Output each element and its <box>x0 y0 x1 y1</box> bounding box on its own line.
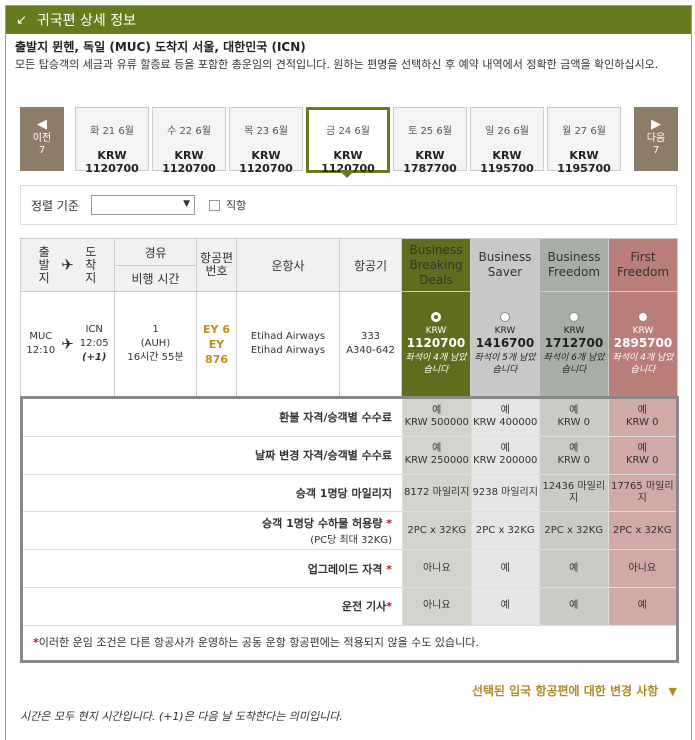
fare-option-freedom[interactable]: KRW 1712700 좌석이 6개 남았습니다 <box>539 291 609 397</box>
fare-radio[interactable] <box>500 312 510 322</box>
triangle-down-icon: ▼ <box>668 685 677 698</box>
col-dep-arr: 출발지 ✈ 도착지 <box>20 238 115 292</box>
flight-number-cell[interactable]: EY 6 EY 876 <box>196 291 237 397</box>
next-dates-button[interactable]: ▶ 다음 7 <box>634 107 678 171</box>
direct-checkbox[interactable] <box>208 199 220 211</box>
date-option[interactable]: 월 27 6월 KRW 1195700 <box>547 107 621 175</box>
col-aircraft: 항공기 <box>339 238 402 292</box>
col-flight-no: 항공편 번호 <box>196 238 237 292</box>
col-first-freedom: First Freedom <box>608 238 678 292</box>
prev-dates-button[interactable]: ◀ 이전 7 <box>20 107 64 171</box>
col-via-time: 경유 비행 시간 <box>114 238 197 292</box>
fare-option-saver[interactable]: KRW 1416700 좌석이 5개 남았습니다 <box>470 291 540 397</box>
via-cell: 1 (AUH) 16시간 55분 <box>114 291 197 397</box>
sort-select[interactable]: ▼ <box>90 195 195 215</box>
panel-header[interactable]: ↙ 귀국편 상세 정보 <box>6 6 691 34</box>
condition-upgrade: 업그레이드 자격 * 아니요 예 예 아니요 <box>23 550 676 588</box>
return-flight-panel: ↙ 귀국편 상세 정보 <box>5 5 692 740</box>
flight-number-link[interactable]: EY 876 <box>205 337 228 366</box>
flight-table: 출발지 ✈ 도착지 경유 비행 시간 항공편 번호 운항사 항공기 Busine… <box>20 238 678 397</box>
chevron-down-icon: ▼ <box>183 199 190 209</box>
sort-label: 정렬 기준 <box>31 198 79 213</box>
aircraft-cell: 333 A340-642 <box>339 291 402 397</box>
flight-number-link[interactable]: EY 6 <box>203 322 230 336</box>
condition-chauffeur: 운전 기사* 아니요 예 예 예 <box>23 587 676 626</box>
panel-title: 귀국편 상세 정보 <box>36 13 136 29</box>
col-business-saver: Business Saver <box>470 238 540 292</box>
date-option-selected[interactable]: 금 24 6월 KRW 1120700 <box>306 107 390 175</box>
dep-arr-cell: MUC 12:10 ✈ ICN 12:05 (+1) <box>20 291 115 397</box>
condition-baggage: 승객 1명당 수하물 허용량 * (PC당 최대 32KG) 2PC x 32K… <box>23 512 676 551</box>
condition-miles: 승객 1명당 마일리지 8172 마일리지 9238 마일리지 12436 마일… <box>23 474 676 513</box>
col-business-breaking-deals: Business Breaking Deals <box>401 238 471 292</box>
conditions-footnote: *이러한 운임 조건은 다른 항공사가 운영하는 공동 운항 항공편에는 적용되… <box>33 635 479 649</box>
right-triangle-icon: ▶ <box>651 117 661 132</box>
changes-link[interactable]: 선택된 입국 항공편에 대한 변경 사항 ▼ <box>471 684 677 698</box>
collapse-arrow-icon[interactable]: ↙ <box>16 12 27 28</box>
plane-icon: ✈ <box>61 335 74 353</box>
plane-icon: ✈ <box>61 255 74 274</box>
col-business-freedom: Business Freedom <box>539 238 609 292</box>
date-option[interactable]: 목 23 6월 KRW 1120700 <box>229 107 303 175</box>
selected-date-pointer <box>339 170 355 178</box>
fare-option-breaking-deals[interactable]: KRW 1120700 좌석이 4개 남았습니다 <box>401 291 471 397</box>
fare-radio[interactable] <box>569 312 579 322</box>
date-option[interactable]: 일 26 6월 KRW 1195700 <box>470 107 544 175</box>
fare-option-first-freedom[interactable]: KRW 2895700 좌석이 4개 남았습니다 <box>608 291 678 397</box>
fare-radio[interactable] <box>638 312 648 322</box>
fare-note: 모든 탑승객의 세금과 유류 할증료 등을 포함한 총운임의 견적입니다. 원하… <box>15 58 659 71</box>
date-option[interactable]: 토 25 6월 KRW 1787700 <box>393 107 467 175</box>
direct-label: 직항 <box>225 199 247 212</box>
date-option[interactable]: 화 21 6월 KRW 1120700 <box>75 107 149 175</box>
col-carrier: 운항사 <box>236 238 340 292</box>
flight-row: MUC 12:10 ✈ ICN 12:05 (+1) 1 (AUH) 16시간 55분… <box>20 291 678 397</box>
left-triangle-icon: ◀ <box>37 117 47 132</box>
fare-radio[interactable] <box>431 312 441 322</box>
condition-date-change: 날짜 변경 자격/승객별 수수료 예 KRW 250000 예 KRW 200000… <box>23 436 676 475</box>
route-title: 출발지 뮌헨, 독일 (MUC) 도착지 서울, 대한민국 (ICN) <box>15 40 306 54</box>
date-option[interactable]: 수 22 6월 KRW 1120700 <box>152 107 226 175</box>
sort-bar: 정렬 기준 ▼ 직항 <box>20 185 677 225</box>
carrier-cell: Etihad Airways Etihad Airways <box>236 291 340 397</box>
time-footnote: 시간은 모두 현지 시간입니다. (+1)은 다음 날 도착한다는 의미입니다. <box>20 710 343 723</box>
